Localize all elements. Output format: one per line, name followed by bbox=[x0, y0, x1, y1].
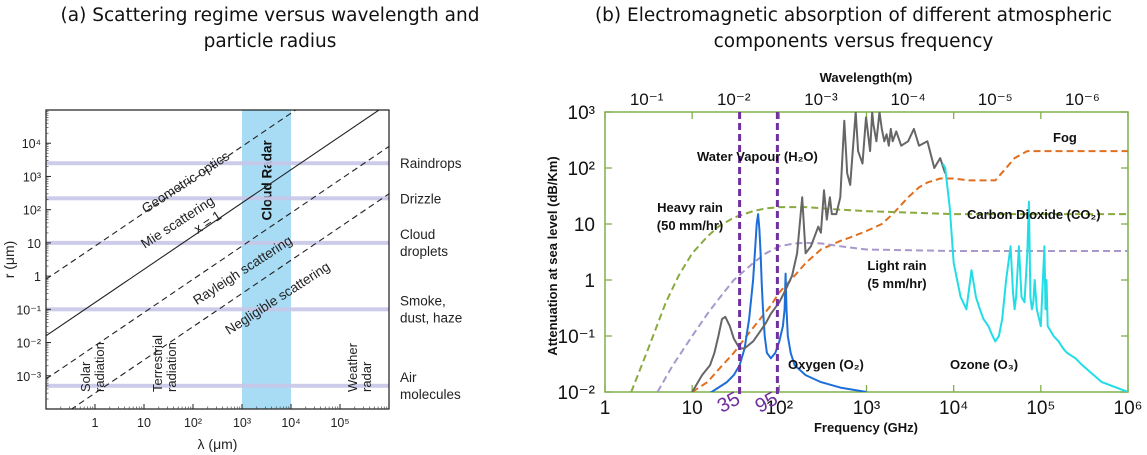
x-tick-label: 1 bbox=[92, 416, 99, 430]
series-annotation: Oxygen (O₂) bbox=[788, 357, 864, 372]
particle-label: Drizzle bbox=[400, 191, 441, 206]
x2-tick-label: 10⁻³ bbox=[804, 90, 838, 109]
panel-b-title: (b) Electromagnetic absorption of differ… bbox=[560, 3, 1147, 55]
series-line bbox=[709, 213, 867, 392]
series-annotation: Carbon Dioxide (CO₂) bbox=[967, 207, 1101, 222]
regime-line bbox=[70, 193, 389, 409]
x-tick-label: 10³ bbox=[853, 398, 880, 419]
x-tick-label: 10⁴ bbox=[281, 416, 300, 430]
y-axis-label: Attenuation at sea level (dB/Km) bbox=[545, 156, 560, 355]
series-line bbox=[630, 206, 1128, 392]
region-label: radiation bbox=[164, 342, 179, 392]
x-tick-label: 10² bbox=[766, 398, 793, 419]
x2-tick-label: 10⁻⁴ bbox=[890, 90, 925, 109]
particle-label: Cloud bbox=[400, 227, 435, 242]
y-tick-label: 10⁻¹ bbox=[558, 327, 596, 348]
panel-b-title-line1: (b) Electromagnetic absorption of differ… bbox=[594, 5, 1113, 26]
x-tick-label: 10² bbox=[184, 416, 202, 430]
region-label: Terrestrial bbox=[150, 335, 165, 392]
y-axis-label: r (μm) bbox=[1, 241, 17, 279]
particle-band bbox=[46, 307, 389, 312]
x-axis-label: λ (μm) bbox=[198, 436, 238, 452]
particle-label: droplets bbox=[400, 244, 448, 259]
panel-b-title-line2: components versus frequency bbox=[713, 31, 994, 52]
series-annotation: (50 mm/hr) bbox=[657, 218, 723, 233]
panel-a-title: (a) Scattering regime versus wavelength … bbox=[0, 3, 540, 55]
particle-band bbox=[46, 196, 389, 201]
series-annotation: Fog bbox=[1053, 130, 1077, 145]
y-tick-label: 10³ bbox=[23, 170, 41, 184]
x2-axis-label: Wavelength(m) bbox=[820, 70, 913, 85]
y-tick-label: 10³ bbox=[568, 103, 595, 124]
x-tick-label: 10³ bbox=[233, 416, 251, 430]
x-tick-label: 10⁴ bbox=[939, 398, 968, 419]
particle-label: Smoke, bbox=[400, 293, 446, 308]
series-annotation: Water Vapour (H₂O) bbox=[697, 149, 818, 164]
particle-band bbox=[46, 383, 389, 388]
x-tick-label: 1 bbox=[600, 398, 611, 419]
y-tick-label: 10⁻³ bbox=[16, 370, 41, 384]
x2-tick-label: 10⁻¹ bbox=[630, 90, 664, 109]
x2-tick-label: 10⁻² bbox=[717, 90, 751, 109]
regime-line bbox=[46, 145, 389, 380]
regime-line bbox=[46, 110, 380, 337]
series-annotation: (5 mm/hr) bbox=[867, 276, 926, 291]
series-line bbox=[691, 150, 1128, 392]
region-label: radar bbox=[359, 361, 374, 392]
particle-label: Air bbox=[400, 370, 417, 385]
x-tick-label: 10⁵ bbox=[1026, 398, 1055, 419]
series-line bbox=[656, 241, 1128, 392]
panel-a-frame bbox=[45, 109, 390, 410]
particle-band bbox=[46, 240, 389, 245]
y-tick-label: 10⁻¹ bbox=[16, 303, 41, 317]
x-axis-label: Frequency (GHz) bbox=[814, 420, 918, 435]
series-annotation: Heavy rain bbox=[657, 200, 723, 215]
y-tick-label: 10⁻² bbox=[16, 337, 41, 351]
series-line bbox=[941, 163, 1128, 392]
x-tick-label: 10 bbox=[682, 398, 703, 419]
scattering-regime-chart: Cloud Radar RaindropsDrizzleClouddroplets… bbox=[1, 109, 462, 452]
particle-label: molecules bbox=[400, 387, 461, 402]
series-annotation: Light rain bbox=[867, 258, 926, 273]
region-label: Solar bbox=[78, 361, 93, 392]
y-tick-label: 10 bbox=[574, 215, 595, 236]
particle-band bbox=[46, 161, 389, 166]
particle-label: Raindrops bbox=[400, 156, 462, 171]
x2-tick-label: 10⁻⁵ bbox=[978, 90, 1013, 109]
y-tick-label: 10⁴ bbox=[22, 137, 41, 151]
y-tick-label: 10² bbox=[568, 159, 595, 180]
cloud-radar-band bbox=[242, 110, 291, 409]
y-tick-label: 10² bbox=[23, 204, 41, 218]
panel-a-title-line2: particle radius bbox=[203, 31, 337, 52]
series-annotation: Ozone (O₃) bbox=[950, 357, 1018, 372]
series-group bbox=[630, 112, 1128, 392]
regime-lines bbox=[46, 110, 389, 409]
series-line bbox=[691, 112, 947, 392]
y-tick-label: 1 bbox=[584, 271, 595, 292]
x-tick-label: 10⁶ bbox=[1114, 398, 1143, 419]
panel-a-title-line1: (a) Scattering regime versus wavelength … bbox=[60, 5, 480, 26]
y-tick-label: 1 bbox=[34, 270, 41, 284]
region-label: radiation bbox=[92, 342, 107, 392]
x-tick-label: 10⁵ bbox=[330, 416, 349, 430]
y-tick-label: 10⁻² bbox=[558, 383, 596, 404]
x2-tick-label: 10⁻⁶ bbox=[1065, 90, 1100, 109]
y-tick-label: 10 bbox=[27, 237, 41, 251]
x-tick-label: 10 bbox=[137, 416, 151, 430]
region-label: Weather bbox=[345, 342, 360, 392]
particle-label: dust, haze bbox=[400, 310, 462, 325]
